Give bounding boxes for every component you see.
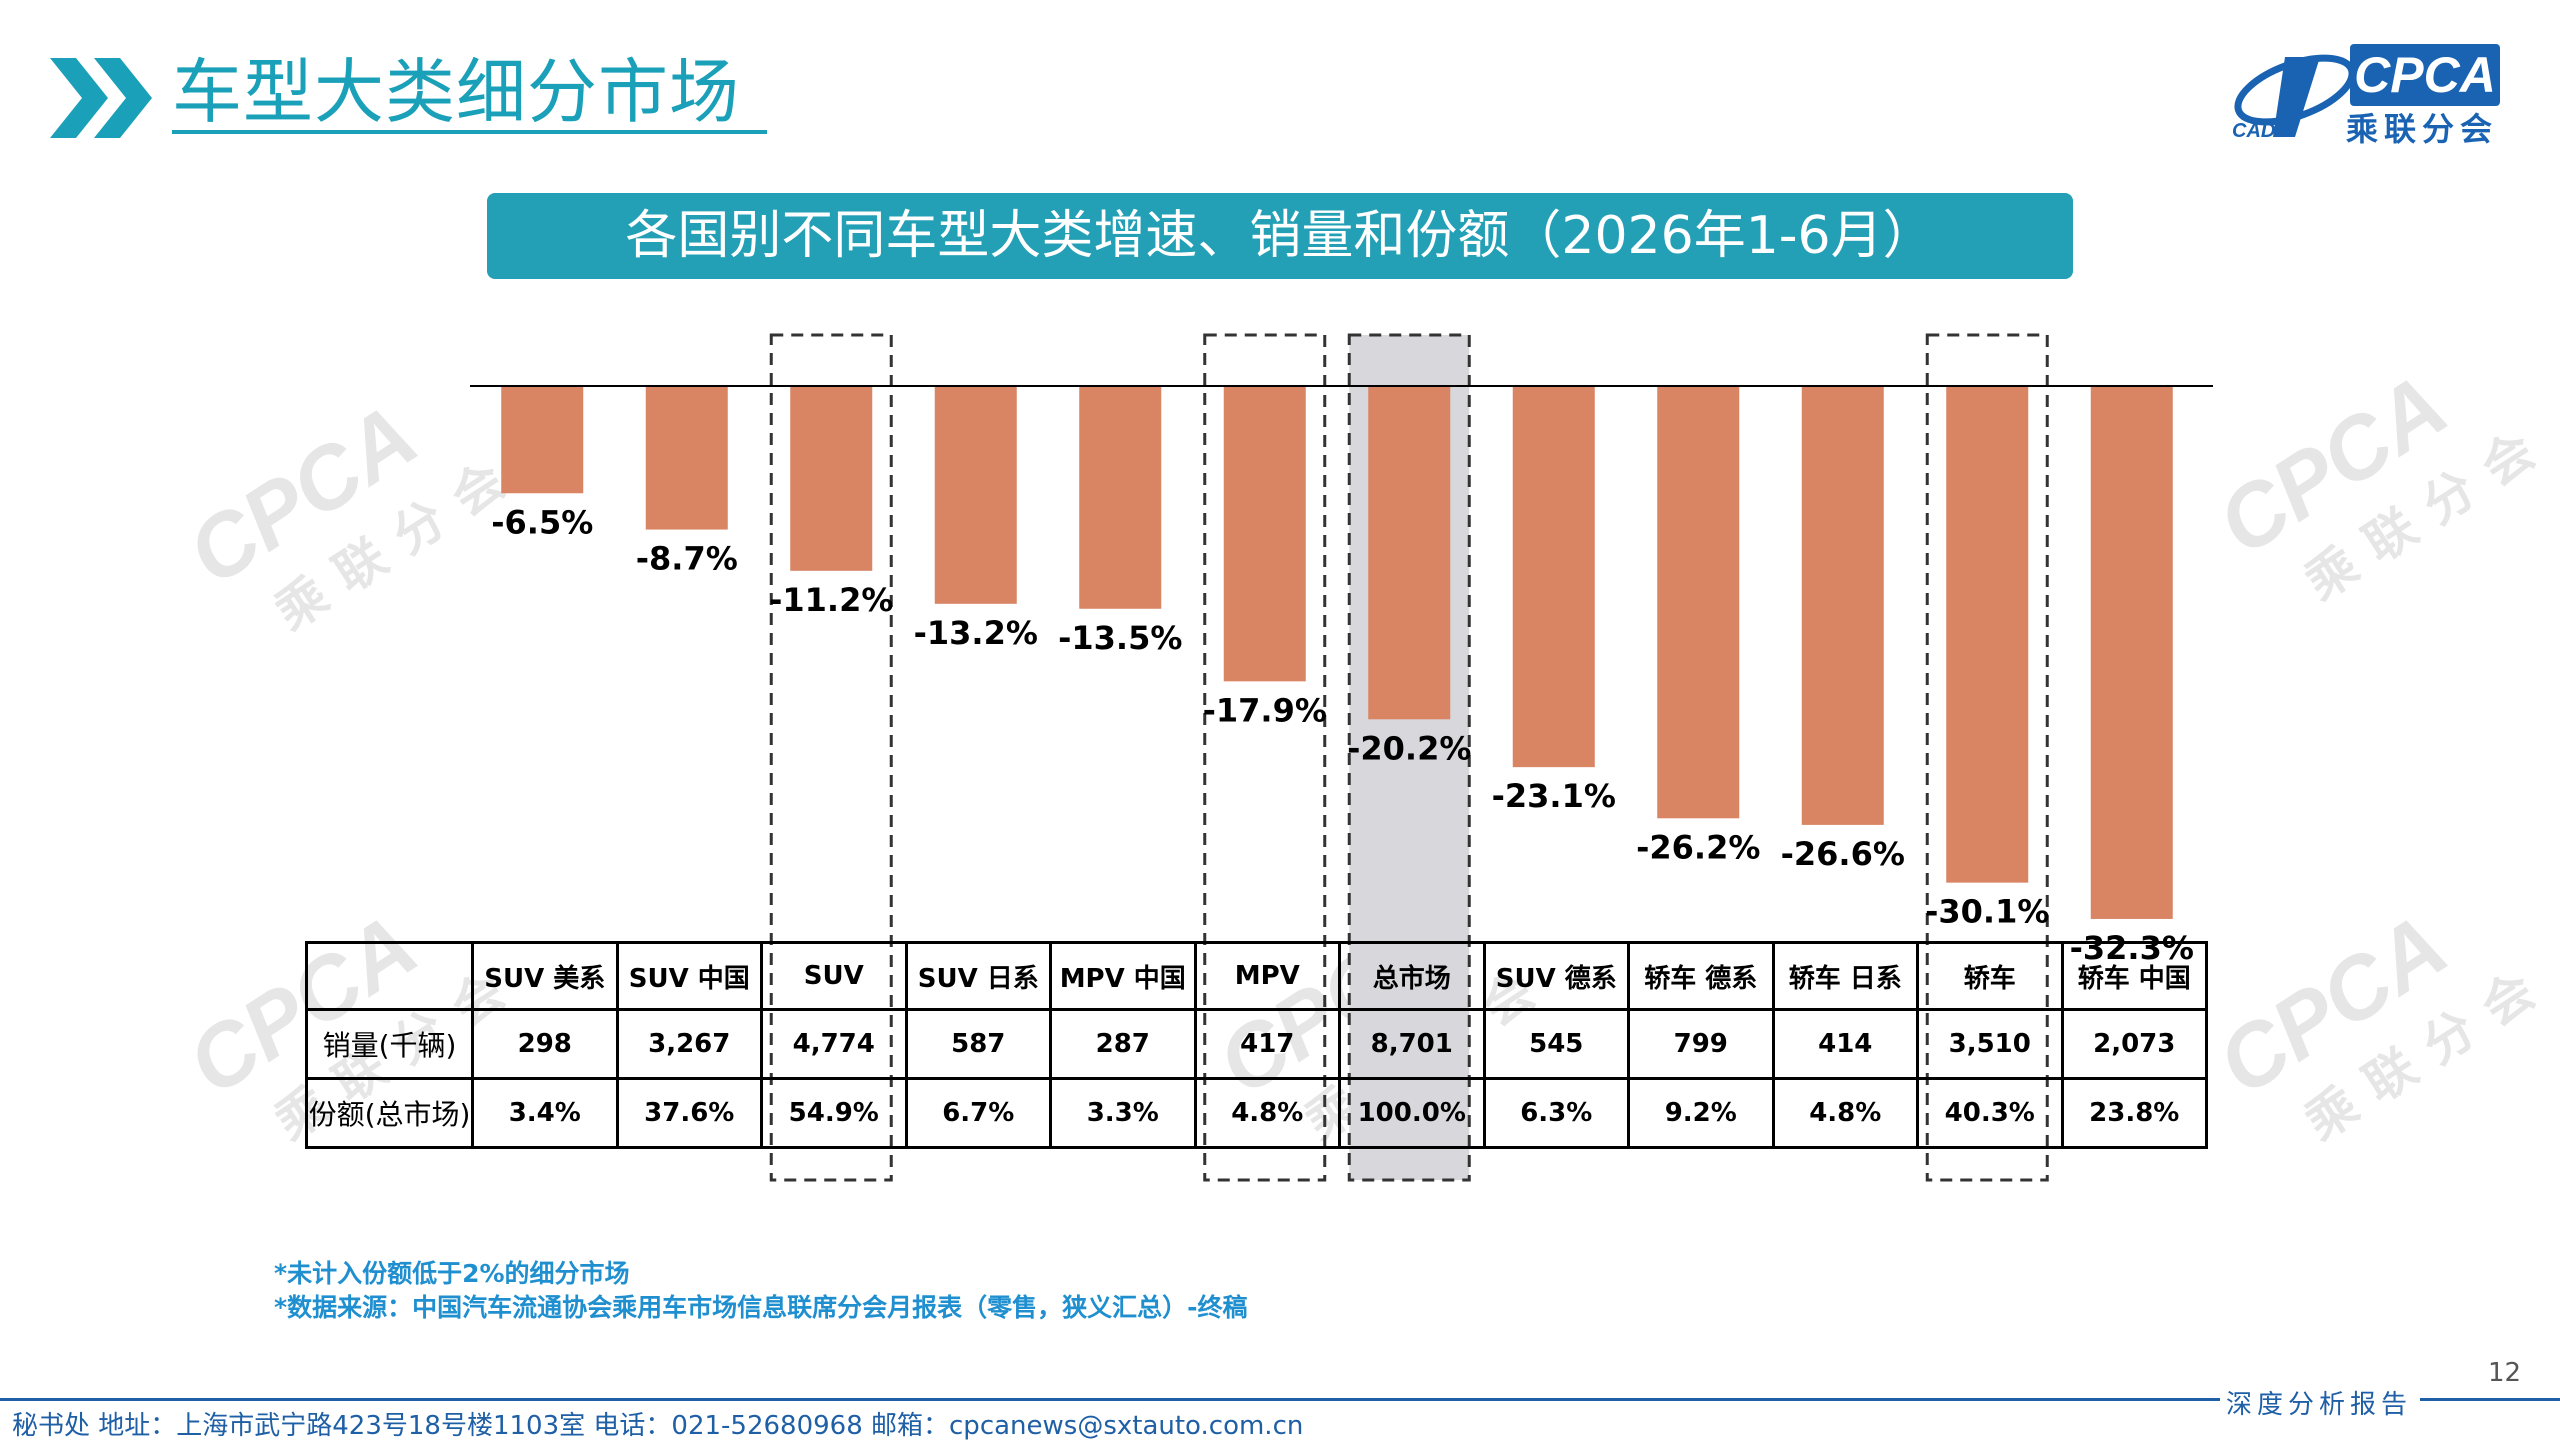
table-cell: 3,267 xyxy=(615,1008,763,1080)
table-row: 份额(总市场) 3.4% 37.6% 54.9% 6.7% 3.3% 4.8% 100.0% 6… xyxy=(305,1077,2208,1149)
bar-value-label: -8.7% xyxy=(636,540,738,578)
bar xyxy=(1512,386,1595,768)
table-cell: 587 xyxy=(904,1008,1052,1080)
bars-layer xyxy=(501,386,2173,919)
table-cell: 54.9% xyxy=(760,1077,908,1149)
bar xyxy=(1368,386,1451,720)
table-cell: 4.8% xyxy=(1771,1077,1919,1149)
table-cell: 2,073 xyxy=(2060,1008,2208,1080)
table-row-label: 销量(千辆) xyxy=(305,1008,474,1080)
bar-value-label: -6.5% xyxy=(491,503,593,541)
bar-value-label: -23.1% xyxy=(1492,777,1616,815)
footer-contact: 秘书处 地址：上海市武宁路423号18号楼1103室 电话：021-526809… xyxy=(12,1411,1304,1441)
bar-value-label: -20.2% xyxy=(1347,729,1471,767)
table-cell: 3.4% xyxy=(471,1077,619,1149)
table-header-cell: 轿车 德系 xyxy=(1627,941,1775,1011)
bar xyxy=(934,386,1017,604)
bar xyxy=(501,386,584,494)
title-underline xyxy=(172,130,767,134)
bar-value-label: -30.1% xyxy=(1925,893,2049,931)
bar xyxy=(645,386,728,530)
table-header-cell: SUV xyxy=(760,941,908,1011)
note-share: *未计入份额低于2%的细分市场 xyxy=(274,1259,630,1288)
logo-sub: CADA xyxy=(2232,120,2290,142)
table-cell: 23.8% xyxy=(2060,1077,2208,1149)
table-cell: 100.0% xyxy=(1338,1077,1486,1149)
labels-layer: -6.5% -8.7% -11.2% -13.2% -13.5% -17.9% -20.2%… xyxy=(491,503,2194,967)
logo-cn: 乘联分会 xyxy=(2346,110,2499,148)
footer-divider-right xyxy=(2420,1398,2560,1401)
data-table: SUV 美系 SUV 中国 SUV SUV 日系 MPV 中国 MPV 总市场 SUV 德系轿… xyxy=(305,941,2208,1149)
table-cell: 8,701 xyxy=(1338,1008,1486,1080)
bar-value-label: -13.5% xyxy=(1058,619,1182,657)
table-cell: 417 xyxy=(1193,1008,1341,1080)
table-cell: 3.3% xyxy=(1049,1077,1197,1149)
page-number: 12 xyxy=(2488,1358,2522,1388)
table-cell: 545 xyxy=(1482,1008,1630,1080)
bar-value-label: -17.9% xyxy=(1203,691,1327,729)
highlight-box xyxy=(1347,333,1471,1182)
page-title: 车型大类细分市场 xyxy=(172,51,740,133)
table-cell: 9.2% xyxy=(1627,1077,1775,1149)
bar-value-label: -13.2% xyxy=(914,614,1038,652)
highlight-box xyxy=(1925,333,2049,1182)
table-corner-cell xyxy=(305,941,474,1011)
bar xyxy=(1657,386,1740,819)
table-cell: 799 xyxy=(1627,1008,1775,1080)
bar xyxy=(1223,386,1306,682)
footer-divider xyxy=(0,1398,2220,1401)
table-row: 销量(千辆) 298 3,267 4,774 587 287 417 8,701 545 799 4… xyxy=(305,1008,2208,1080)
table-cell: 287 xyxy=(1049,1008,1197,1080)
table-cell: 414 xyxy=(1771,1008,1919,1080)
table-header-cell: 轿车 中国 xyxy=(2060,941,2208,1011)
logo-text: CPCA xyxy=(2350,44,2500,106)
bar-value-label: -26.6% xyxy=(1781,835,1905,873)
table-cell: 4.8% xyxy=(1193,1077,1341,1149)
table-header-cell: SUV 德系 xyxy=(1482,941,1630,1011)
table-cell: 6.3% xyxy=(1482,1077,1630,1149)
table-header-cell: MPV xyxy=(1193,941,1341,1011)
highlight-box xyxy=(769,333,893,1182)
table-header-cell: SUV 中国 xyxy=(615,941,763,1011)
table-header-cell: 轿车 日系 xyxy=(1771,941,1919,1011)
chart-banner: 各国别不同车型大类增速、销量和份额（2026年1-6月） xyxy=(487,193,2073,279)
table-header-cell: MPV 中国 xyxy=(1049,941,1197,1011)
table-cell: 40.3% xyxy=(1916,1077,2064,1149)
bar xyxy=(1079,386,1162,609)
double-chevron-icon xyxy=(50,58,152,138)
table-header-cell: 轿车 xyxy=(1916,941,2064,1011)
bar-value-label: -11.2% xyxy=(769,581,893,619)
note-source: *数据来源：中国汽车流通协会乘用车市场信息联席分会月报表（零售，狭义汇总）-终稿 xyxy=(274,1293,1248,1322)
highlight-box xyxy=(1203,333,1327,1182)
bar-value-label: -26.2% xyxy=(1636,828,1760,866)
table-row-label: 份额(总市场) xyxy=(305,1077,474,1149)
table-cell: 298 xyxy=(471,1008,619,1080)
bar xyxy=(1946,386,2029,883)
bar xyxy=(1801,386,1884,825)
bar xyxy=(790,386,873,571)
table-header-cell: 总市场 xyxy=(1338,941,1486,1011)
table-header-cell: SUV 日系 xyxy=(904,941,1052,1011)
table-cell: 4,774 xyxy=(760,1008,908,1080)
table-cell: 37.6% xyxy=(615,1077,763,1149)
table-header-cell: SUV 美系 xyxy=(471,941,619,1011)
footer-report-label: 深度分析报告 xyxy=(2226,1390,2413,1420)
bar xyxy=(2090,386,2173,919)
table-cell: 3,510 xyxy=(1916,1008,2064,1080)
table-cell: 6.7% xyxy=(904,1077,1052,1149)
